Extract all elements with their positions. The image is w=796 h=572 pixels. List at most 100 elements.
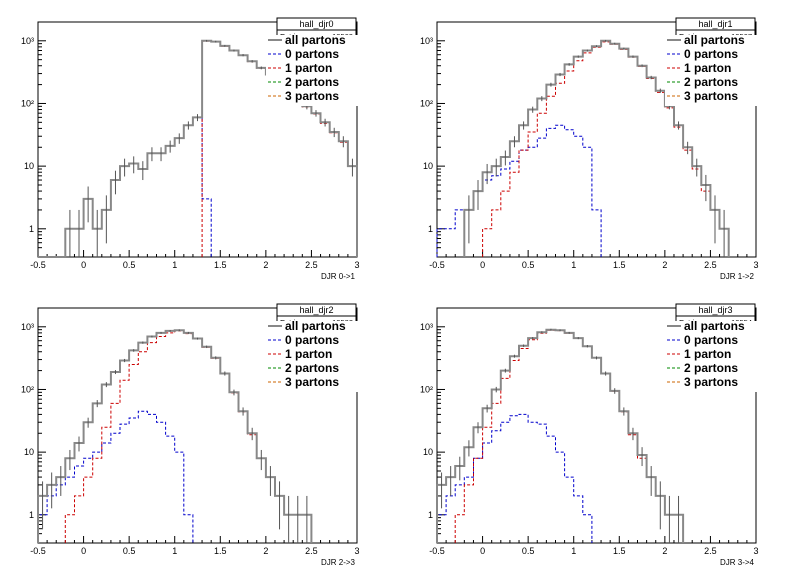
- x-tick-label: 0: [81, 260, 86, 270]
- histogram-series-all-partons: [38, 39, 358, 258]
- x-tick-label: 2.5: [305, 546, 318, 556]
- x-tick-label: 1.5: [214, 546, 227, 556]
- histogram-pad-2: -0.5 0 0.5 1 1.5 2 2.5 3 1 10 10² 10³ DJR 2->3 hall_d…: [21, 303, 384, 567]
- legend-entry: 2 partons: [684, 75, 738, 89]
- plot-frame: [436, 21, 757, 258]
- legend-entry: all partons: [285, 33, 346, 47]
- x-tick-label: 1: [172, 546, 177, 556]
- x-tick-label: -0.5: [429, 546, 445, 556]
- histogram-series-0-partons: [37, 410, 194, 543]
- legend-background: [665, 35, 783, 106]
- y-tick-label: 10³: [420, 322, 433, 332]
- x-tick-label: 2: [263, 546, 268, 556]
- legend-entry: 2 partons: [285, 361, 339, 375]
- y-tick-label: 10³: [21, 322, 34, 332]
- y-tick-label: 10²: [420, 98, 433, 108]
- plot-frame: [37, 21, 358, 258]
- x-tick-label: 0.5: [522, 546, 535, 556]
- x-tick-label: 0: [81, 546, 86, 556]
- histogram-series-0-partons: [436, 413, 593, 543]
- x-tick-label: 3: [354, 546, 359, 556]
- y-tick-label: 10²: [420, 384, 433, 394]
- x-tick-label: 1.5: [214, 260, 227, 270]
- x-tick-label: -0.5: [30, 546, 46, 556]
- legend-entry: 3 partons: [285, 89, 339, 103]
- x-tick-label: -0.5: [30, 260, 46, 270]
- stats-title: hall_djr0: [299, 19, 333, 29]
- stats-title: hall_djr1: [698, 19, 732, 29]
- y-tick-label: 10: [423, 447, 433, 457]
- histogram-pad-3: -0.5 0 0.5 1 1.5 2 2.5 3 1 10 10² 10³ DJR 3->4 hall_d…: [420, 303, 783, 567]
- stats-title: hall_djr3: [698, 305, 732, 315]
- x-tick-label: 0: [480, 546, 485, 556]
- legend-entry: 0 partons: [285, 47, 339, 61]
- x-tick-label: -0.5: [429, 260, 445, 270]
- legend-entry: 1 parton: [684, 61, 731, 75]
- legend-entry: 2 partons: [684, 361, 738, 375]
- histogram-pad-1: -0.5 0 0.5 1 1.5 2 2.5 3 1 10 10² 10³ DJR 1->2 hall_d…: [420, 17, 783, 281]
- x-tick-label: 0.5: [123, 546, 136, 556]
- x-tick-label: 2.5: [704, 546, 717, 556]
- x-axis-label: DJR 0->1: [321, 272, 356, 281]
- y-tick-label: 1: [428, 224, 433, 234]
- x-tick-label: 2: [263, 260, 268, 270]
- legend-entry: 0 partons: [684, 47, 738, 61]
- legend-entry: 1 parton: [285, 61, 332, 75]
- legend-entry: 0 partons: [684, 333, 738, 347]
- legend-entry: 2 partons: [285, 75, 339, 89]
- histogram-series-1-parton: [482, 41, 730, 257]
- x-tick-label: 3: [753, 546, 758, 556]
- x-tick-label: 0.5: [522, 260, 535, 270]
- y-tick-label: 1: [29, 510, 34, 520]
- legend-entry: 1 parton: [684, 347, 731, 361]
- x-tick-label: 1: [172, 260, 177, 270]
- histogram-pad-0: -0.5 0 0.5 1 1.5 2 2.5 3 1 10 10² 10³ DJR 0->1 hall_d…: [21, 17, 384, 281]
- y-tick-label: 10: [24, 447, 34, 457]
- x-tick-label: 1.5: [613, 260, 626, 270]
- x-axis-label: DJR 3->4: [720, 558, 755, 567]
- y-tick-label: 10³: [420, 36, 433, 46]
- x-tick-label: 0.5: [123, 260, 136, 270]
- legend-entry: 1 parton: [285, 347, 332, 361]
- legend-background: [665, 321, 783, 392]
- histogram-series-all-partons: [436, 328, 685, 543]
- y-tick-label: 10: [423, 161, 433, 171]
- plot-frame: [37, 307, 358, 544]
- y-tick-label: 1: [29, 224, 34, 234]
- y-tick-label: 10³: [21, 36, 34, 46]
- x-tick-label: 1.5: [613, 546, 626, 556]
- legend-entry: 0 partons: [285, 333, 339, 347]
- x-tick-label: 3: [354, 260, 359, 270]
- y-tick-label: 10: [24, 161, 34, 171]
- x-tick-label: 1: [571, 546, 576, 556]
- x-tick-label: 2.5: [305, 260, 318, 270]
- x-tick-label: 2: [662, 546, 667, 556]
- plot-frame: [436, 307, 757, 544]
- y-tick-label: 10²: [21, 384, 34, 394]
- y-tick-label: 10²: [21, 98, 34, 108]
- y-tick-label: 1: [428, 510, 433, 520]
- legend-entry: 3 partons: [684, 89, 738, 103]
- histogram-series-1-parton: [454, 329, 684, 543]
- legend-entry: 3 partons: [684, 375, 738, 389]
- x-tick-label: 0: [480, 260, 485, 270]
- x-tick-label: 1: [571, 260, 576, 270]
- x-axis-label: DJR 2->3: [321, 558, 356, 567]
- legend-entry: all partons: [684, 319, 745, 333]
- x-tick-label: 3: [753, 260, 758, 270]
- legend-entry: 3 partons: [285, 375, 339, 389]
- histogram-series-0-partons: [38, 116, 212, 258]
- legend-background: [266, 35, 384, 106]
- legend-entry: all partons: [684, 33, 745, 47]
- x-tick-label: 2.5: [704, 260, 717, 270]
- x-axis-label: DJR 1->2: [720, 272, 755, 281]
- x-tick-label: 2: [662, 260, 667, 270]
- stats-title: hall_djr2: [299, 305, 333, 315]
- legend-background: [266, 321, 384, 392]
- histogram-series-0-partons: [436, 124, 602, 257]
